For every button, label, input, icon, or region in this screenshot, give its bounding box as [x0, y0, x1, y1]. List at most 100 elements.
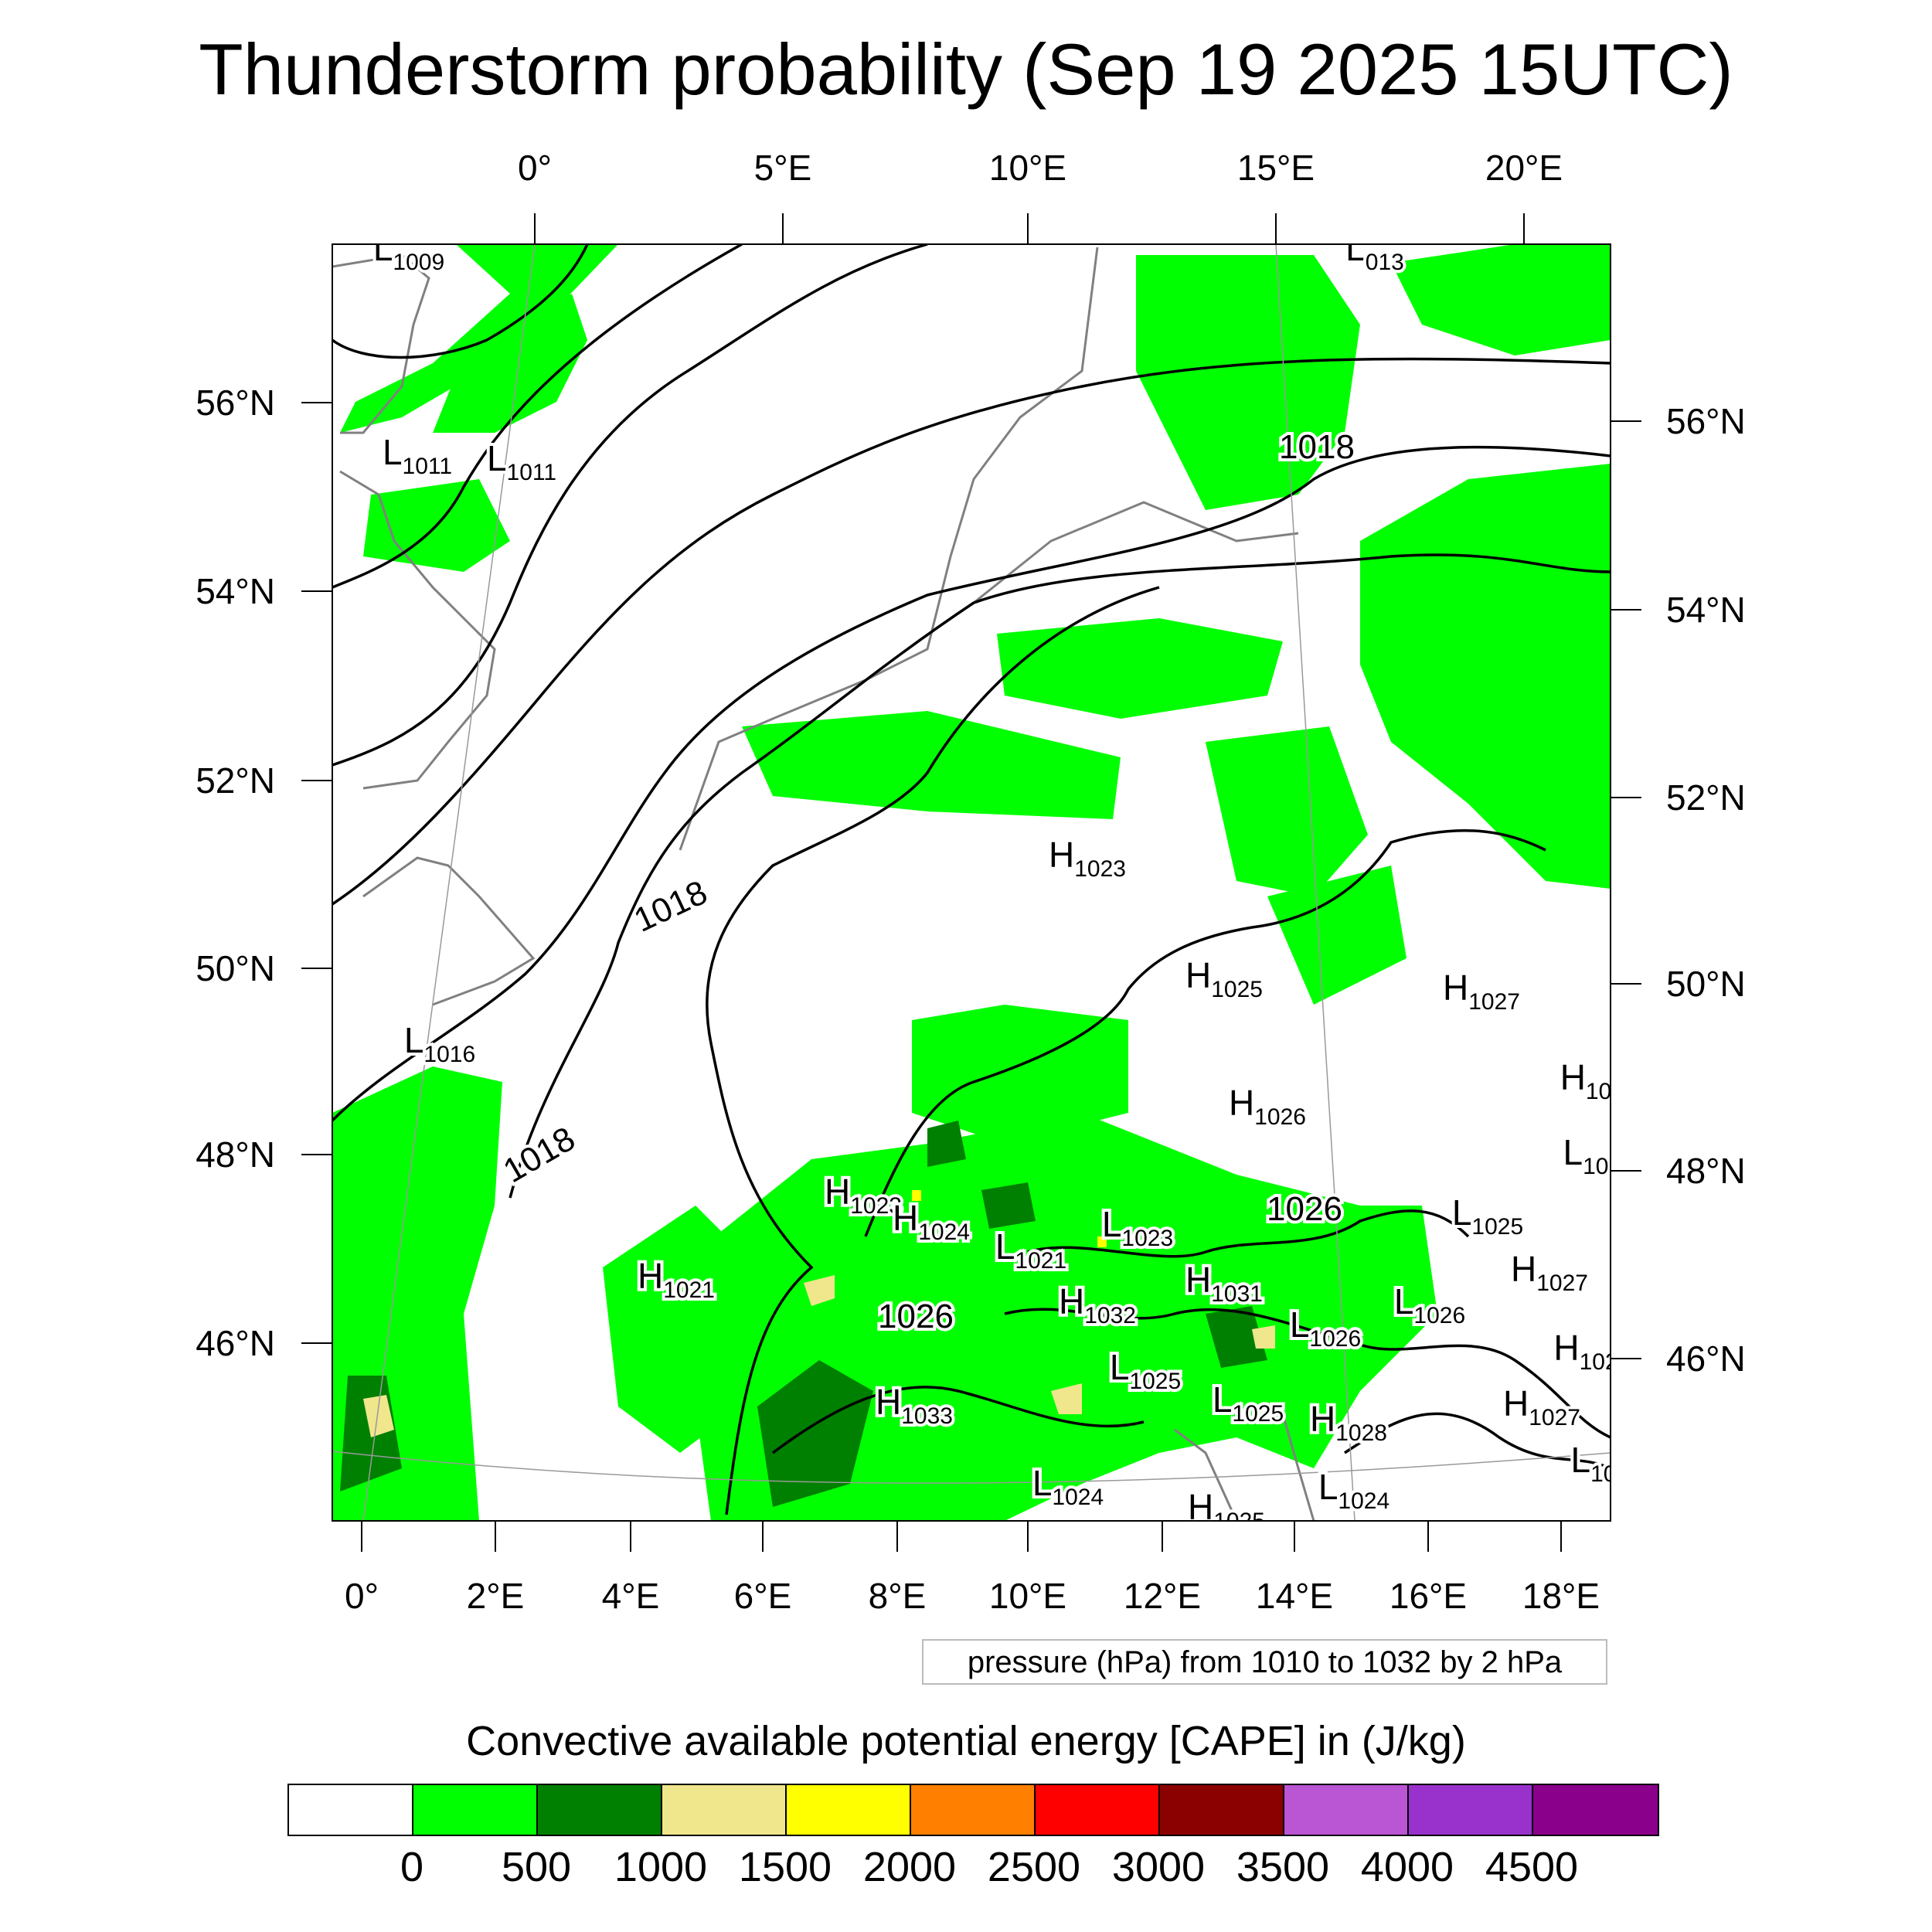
colorbar-tick-label: 500	[501, 1844, 572, 1890]
cape-khaki-area-alps-2	[1051, 1383, 1082, 1414]
colorbar-tick-label: 2000	[862, 1844, 957, 1890]
pressure-label: H1033	[876, 1382, 953, 1429]
ticks	[301, 213, 1641, 1552]
pressure-label: 1018	[497, 1120, 581, 1190]
lon-label-bottom: 4°E	[601, 1576, 660, 1616]
colorbar-swatch	[289, 1785, 413, 1835]
lat-label-left: 48°N	[196, 1134, 275, 1175]
colorbar-tick-label: 4500	[1485, 1844, 1579, 1890]
lon-label-bottom: 8°E	[868, 1576, 927, 1616]
pressure-label: L10	[1571, 1440, 1617, 1487]
lon-label-top: 20°E	[1485, 148, 1563, 188]
pressure-label: H1032	[1059, 1281, 1136, 1328]
cape-yellow-area	[912, 1190, 921, 1201]
cape-dark-area-austria	[981, 1182, 1036, 1229]
pressure-label: H1031	[1185, 1260, 1263, 1307]
lon-label-top: 0°	[518, 148, 552, 188]
pressure-label: 1018	[628, 873, 713, 940]
pressure-label: L1025	[1452, 1192, 1523, 1240]
colorbar-tick-label: 1000	[614, 1844, 708, 1890]
pressure-label: L10	[1563, 1132, 1609, 1179]
pressure-label: H10	[1560, 1057, 1612, 1104]
cape-area-germany-north	[997, 618, 1283, 719]
pressure-label: L1011	[383, 432, 452, 479]
cape-yellow-area	[1097, 1236, 1107, 1247]
pressure-label: L1023	[1102, 1204, 1173, 1251]
pressure-label: L1009	[373, 228, 444, 275]
cape-area-northsea	[340, 244, 618, 433]
lat-label-right: 52°N	[1666, 777, 1746, 818]
cape-dark-area-east	[1206, 1306, 1267, 1368]
cape-area-alps	[696, 1113, 1437, 1521]
pressure-label: H1023	[825, 1172, 902, 1219]
pressure-label: L1016	[404, 1020, 475, 1067]
colorbar-swatch	[1409, 1785, 1533, 1835]
lat-label-right: 54°N	[1666, 590, 1746, 630]
lon-label-top: 15°E	[1236, 148, 1315, 188]
colorbar-swatch	[662, 1785, 787, 1835]
cape-area-czech	[1206, 726, 1368, 896]
lon-label-bottom: 0°	[345, 1576, 379, 1616]
cape-area-east	[1267, 866, 1406, 1005]
pressure-label: 1026	[878, 1298, 954, 1335]
lon-label-top: 5°E	[753, 148, 812, 188]
cape-area-poland	[1360, 464, 1611, 889]
colorbar-tick-label: 3500	[1236, 1844, 1330, 1890]
pressure-label: L1026	[1394, 1281, 1465, 1328]
cape-dark-area-north	[927, 1121, 966, 1167]
pressure-label: 1018	[1279, 428, 1355, 466]
lat-label-left: 52°N	[196, 760, 275, 801]
pressure-label: 1026	[1267, 1190, 1342, 1228]
pressure-label: H102	[1553, 1328, 1617, 1375]
lat-label-left: 50°N	[196, 948, 275, 988]
colorbar-swatch	[1533, 1785, 1658, 1835]
colorbar-swatch	[911, 1785, 1036, 1835]
pressure-label: H1027	[1511, 1249, 1588, 1296]
colorbar-swatch	[1284, 1785, 1409, 1835]
lon-label-bottom: 16°E	[1389, 1576, 1468, 1616]
lat-label-right: 48°N	[1666, 1151, 1746, 1191]
lat-label-right: 46°N	[1666, 1338, 1746, 1379]
cape-area-north-sea-2	[433, 294, 587, 433]
colorbar-swatch	[413, 1785, 538, 1835]
colorbar-tick-label: 0	[400, 1844, 424, 1890]
cape-area-baltic	[1391, 244, 1611, 355]
cape-khaki-area-sw	[363, 1395, 394, 1437]
cape-khaki-area-east	[1252, 1325, 1275, 1349]
pressure-label: H1025	[1185, 955, 1263, 1002]
pressure-label: H1025	[1188, 1487, 1265, 1534]
map-frame	[332, 243, 1611, 1522]
lat-label-left: 56°N	[196, 383, 275, 423]
colorbar-tick-label: 1500	[738, 1844, 832, 1890]
lat-label-left: 54°N	[196, 571, 275, 611]
colorbar-swatch	[787, 1785, 911, 1835]
graticule	[332, 244, 1611, 1521]
pressure-label: H1021	[638, 1256, 715, 1303]
lon-label-bottom: 2°E	[466, 1576, 525, 1616]
lon-label-bottom: 12°E	[1123, 1576, 1202, 1616]
colorbar	[287, 1784, 1659, 1836]
pressure-label: L1024	[1032, 1463, 1104, 1510]
pressure-label: L1025	[1110, 1347, 1181, 1394]
colorbar-swatch	[538, 1785, 662, 1835]
colorbar-tick-label: 3000	[1111, 1844, 1206, 1890]
pressure-label: H1024	[893, 1198, 970, 1245]
pressure-label: H1023	[1049, 835, 1126, 882]
cape-field: L1009 L013 L1011 L1011 1018 1018 1018 L1016 H102…	[332, 228, 1617, 1534]
pressure-label: H1027	[1503, 1383, 1580, 1430]
lat-label-right: 50°N	[1666, 964, 1746, 1004]
colorbar-tick-label: 4000	[1360, 1844, 1454, 1890]
lon-label-top: 10°E	[988, 148, 1067, 188]
pressure-label: L1025	[1213, 1379, 1284, 1427]
isobars	[332, 244, 1611, 1515]
lat-label-right: 56°N	[1666, 401, 1746, 441]
cape-khaki-area-alps	[804, 1275, 835, 1306]
lon-label-bottom: 6°E	[733, 1576, 792, 1616]
pressure-label: H1026	[1229, 1083, 1306, 1130]
pressure-label: L1024	[1318, 1467, 1389, 1514]
colorbar-swatch	[1160, 1785, 1284, 1835]
chart-title: Thunderstorm probability (Sep 19 2025 15…	[199, 29, 1733, 110]
lon-label-bottom: 18°E	[1522, 1576, 1600, 1616]
lat-label-left: 46°N	[196, 1323, 275, 1363]
